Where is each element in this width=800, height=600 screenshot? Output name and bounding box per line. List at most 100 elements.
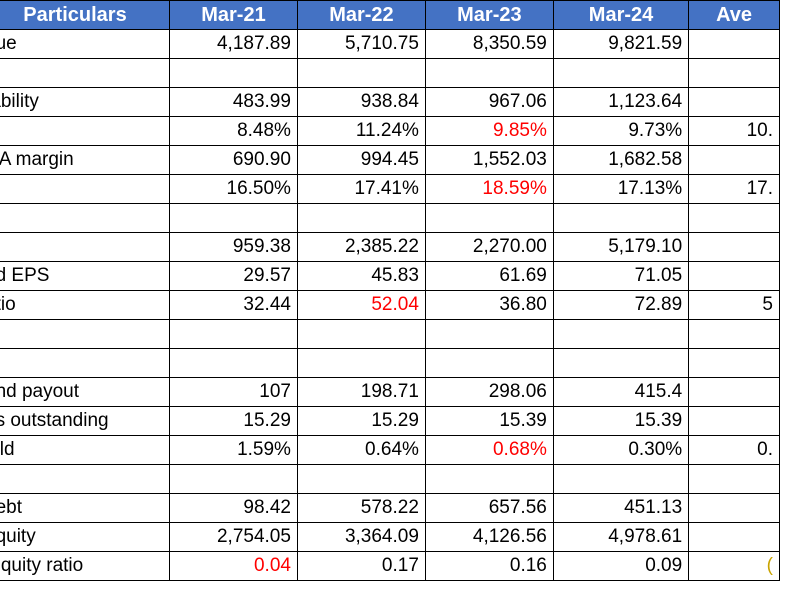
cell-mar-24[interactable]: 1,682.58 — [552, 145, 690, 175]
header-mar-21[interactable]: Mar-21 — [169, 0, 298, 30]
cell-mar-21[interactable]: 98.42 — [169, 493, 298, 523]
cell-mar-23[interactable]: 36.80 — [424, 290, 554, 320]
cell-mar-22[interactable]: 17.41% — [296, 174, 426, 204]
cell-mar-22[interactable]: 0.64% — [296, 435, 426, 465]
cell-mar-21[interactable] — [169, 58, 298, 88]
cell-mar-22[interactable]: 938.84 — [296, 87, 426, 117]
cell-mar-24[interactable]: 9,821.59 — [552, 29, 690, 59]
cell-mar-23[interactable]: 8,350.59 — [424, 29, 554, 59]
cell-mar-24[interactable]: 0.09 — [552, 551, 690, 581]
cell-mar-22[interactable]: 45.83 — [296, 261, 426, 291]
cell-mar-24[interactable]: 9.73% — [552, 116, 690, 146]
cell-mar-24[interactable]: 0.30% — [552, 435, 690, 465]
header-mar-24[interactable]: Mar-24 — [552, 0, 690, 30]
cell-mar-23[interactable] — [424, 203, 554, 233]
cell-mar-21[interactable] — [169, 319, 298, 349]
header-particulars[interactable]: Particulars — [0, 0, 170, 30]
cell-average[interactable] — [688, 377, 780, 407]
cell-mar-22[interactable]: 2,385.22 — [296, 232, 426, 262]
cell-mar-23[interactable]: 2,270.00 — [424, 232, 554, 262]
cell-mar-23[interactable]: 4,126.56 — [424, 522, 554, 552]
cell-mar-21[interactable]: 8.48% — [169, 116, 298, 146]
cell-mar-21[interactable] — [169, 203, 298, 233]
cell-mar-24[interactable]: 72.89 — [552, 290, 690, 320]
cell-mar-23[interactable]: 657.56 — [424, 493, 554, 523]
cell-mar-23[interactable]: 967.06 — [424, 87, 554, 117]
cell-average[interactable] — [688, 29, 780, 59]
cell-mar-23[interactable]: 9.85% — [424, 116, 554, 146]
cell-average[interactable]: 17. — [688, 174, 780, 204]
cell-particulars[interactable]: ield — [0, 435, 170, 465]
cell-average[interactable]: 0. — [688, 435, 780, 465]
cell-mar-24[interactable]: 4,978.61 — [552, 522, 690, 552]
cell-mar-21[interactable]: 16.50% — [169, 174, 298, 204]
cell-particulars[interactable]: /equity ratio — [0, 551, 170, 581]
cell-mar-23[interactable] — [424, 319, 554, 349]
cell-particulars[interactable]: es outstanding — [0, 406, 170, 436]
cell-mar-23[interactable]: 1,552.03 — [424, 145, 554, 175]
cell-mar-24[interactable]: 15.39 — [552, 406, 690, 436]
cell-mar-22[interactable] — [296, 58, 426, 88]
cell-mar-24[interactable] — [552, 319, 690, 349]
cell-particulars[interactable]: DA margin — [0, 145, 170, 175]
cell-mar-23[interactable]: 15.39 — [424, 406, 554, 436]
cell-mar-21[interactable]: 32.44 — [169, 290, 298, 320]
cell-average[interactable] — [688, 87, 780, 117]
cell-mar-21[interactable]: 4,187.89 — [169, 29, 298, 59]
cell-mar-24[interactable] — [552, 203, 690, 233]
cell-particulars[interactable]: end payout — [0, 377, 170, 407]
cell-mar-21[interactable]: 0.04 — [169, 551, 298, 581]
cell-mar-23[interactable]: 0.68% — [424, 435, 554, 465]
cell-mar-22[interactable]: 5,710.75 — [296, 29, 426, 59]
cell-mar-23[interactable]: 18.59% — [424, 174, 554, 204]
cell-average[interactable] — [688, 145, 780, 175]
cell-mar-22[interactable]: 3,364.09 — [296, 522, 426, 552]
cell-mar-21[interactable]: 107 — [169, 377, 298, 407]
cell-mar-22[interactable]: 0.17 — [296, 551, 426, 581]
cell-average[interactable] — [688, 348, 780, 378]
cell-particulars[interactable] — [0, 58, 170, 88]
cell-mar-23[interactable]: 0.16 — [424, 551, 554, 581]
cell-mar-22[interactable]: 15.29 — [296, 406, 426, 436]
cell-particulars[interactable] — [0, 348, 170, 378]
cell-mar-24[interactable]: 17.13% — [552, 174, 690, 204]
cell-average[interactable] — [688, 319, 780, 349]
cell-mar-24[interactable]: 71.05 — [552, 261, 690, 291]
cell-mar-23[interactable] — [424, 464, 554, 494]
header-mar-22[interactable]: Mar-22 — [296, 0, 426, 30]
cell-particulars[interactable] — [0, 203, 170, 233]
cell-mar-24[interactable] — [552, 58, 690, 88]
cell-mar-24[interactable]: 451.13 — [552, 493, 690, 523]
cell-mar-23[interactable] — [424, 348, 554, 378]
cell-mar-21[interactable]: 2,754.05 — [169, 522, 298, 552]
cell-mar-22[interactable] — [296, 203, 426, 233]
cell-mar-21[interactable]: 690.90 — [169, 145, 298, 175]
cell-particulars[interactable]: ed EPS — [0, 261, 170, 291]
cell-particulars[interactable] — [0, 464, 170, 494]
cell-mar-22[interactable]: 198.71 — [296, 377, 426, 407]
cell-mar-24[interactable]: 415.4 — [552, 377, 690, 407]
cell-particulars[interactable] — [0, 319, 170, 349]
cell-average[interactable] — [688, 464, 780, 494]
cell-mar-22[interactable]: 994.45 — [296, 145, 426, 175]
cell-mar-21[interactable] — [169, 348, 298, 378]
cell-mar-23[interactable]: 61.69 — [424, 261, 554, 291]
cell-mar-21[interactable]: 1.59% — [169, 435, 298, 465]
cell-mar-24[interactable]: 1,123.64 — [552, 87, 690, 117]
cell-average[interactable]: ( — [688, 551, 780, 581]
cell-mar-23[interactable] — [424, 58, 554, 88]
cell-mar-24[interactable] — [552, 348, 690, 378]
cell-particulars[interactable]: equity — [0, 522, 170, 552]
cell-average[interactable] — [688, 406, 780, 436]
cell-mar-22[interactable]: 52.04 — [296, 290, 426, 320]
cell-mar-22[interactable]: 11.24% — [296, 116, 426, 146]
cell-average[interactable] — [688, 493, 780, 523]
header-mar-23[interactable]: Mar-23 — [424, 0, 554, 30]
cell-mar-24[interactable]: 5,179.10 — [552, 232, 690, 262]
cell-average[interactable] — [688, 261, 780, 291]
cell-average[interactable] — [688, 522, 780, 552]
cell-particulars[interactable]: atio — [0, 290, 170, 320]
cell-mar-21[interactable]: 15.29 — [169, 406, 298, 436]
header-average[interactable]: Ave — [688, 0, 780, 30]
cell-mar-21[interactable] — [169, 464, 298, 494]
